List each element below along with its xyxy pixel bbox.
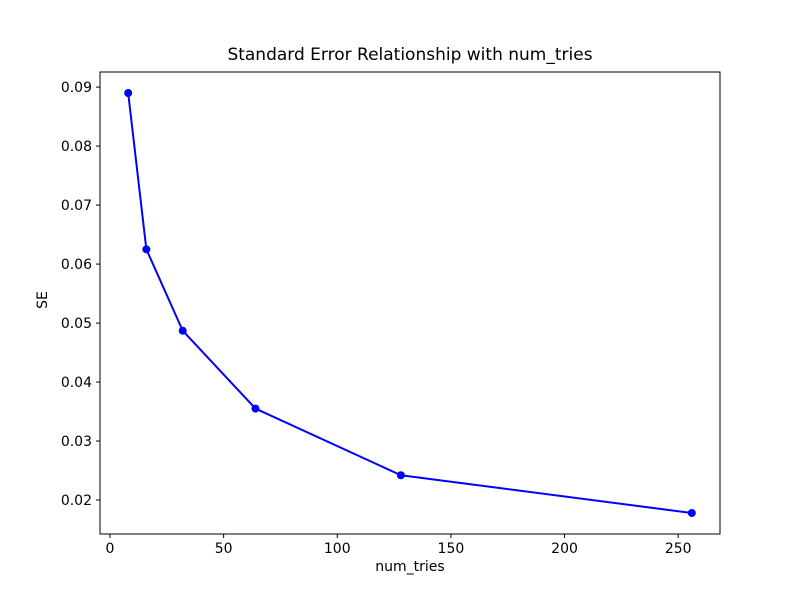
y-tick-label: 0.03 <box>61 434 92 450</box>
x-tick-label: 150 <box>438 541 465 557</box>
data-point-marker <box>178 326 187 335</box>
y-tick-label: 0.07 <box>61 198 92 214</box>
data-point-marker <box>396 471 405 480</box>
plot-area-border <box>99 71 721 535</box>
x-tick-label: 200 <box>551 541 578 557</box>
x-tick-label: 50 <box>215 541 233 557</box>
x-axis-label: num_tries <box>375 559 444 575</box>
data-point-marker <box>124 89 133 97</box>
x-tick-label: 100 <box>324 541 351 557</box>
data-series-layer <box>124 89 696 517</box>
x-axis-ticks: 0 50 100 150 200 250 <box>106 534 692 557</box>
y-axis-ticks: 0.02 0.03 0.04 0.05 0.06 0.07 0.08 0.09 <box>61 80 100 509</box>
y-tick-label: 0.05 <box>61 316 92 332</box>
data-point-marker <box>251 404 260 413</box>
x-tick-label: 0 <box>106 541 115 557</box>
data-point-marker <box>687 509 696 517</box>
x-tick-label: 250 <box>665 541 692 557</box>
y-tick-label: 0.06 <box>61 257 92 273</box>
y-tick-label: 0.08 <box>61 139 92 155</box>
chart-title: Standard Error Relationship with num_tri… <box>227 45 592 65</box>
y-axis-label: SE <box>35 291 51 309</box>
y-tick-label: 0.02 <box>61 493 92 509</box>
y-tick-label: 0.04 <box>61 375 92 391</box>
y-tick-label: 0.09 <box>61 80 92 96</box>
data-point-marker <box>142 245 151 254</box>
series-line <box>127 92 693 514</box>
